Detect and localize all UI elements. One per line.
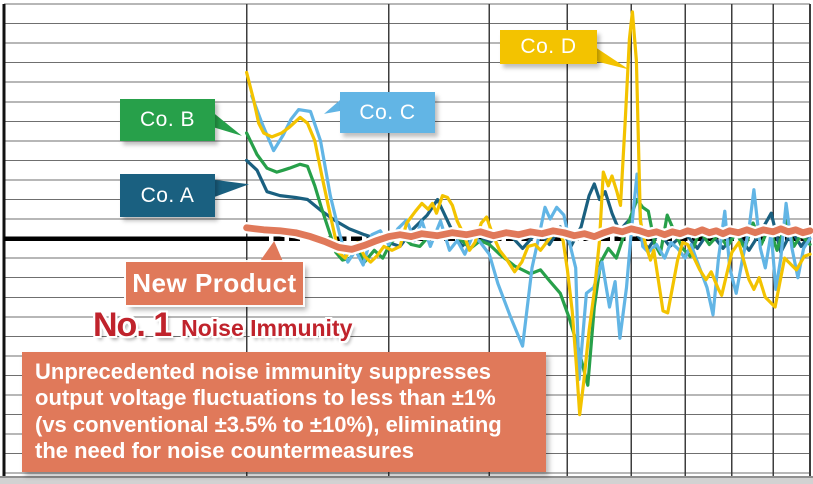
callout-co-d: Co. D xyxy=(500,30,597,64)
ranking-number: No. 1 xyxy=(93,306,172,344)
ranking-text: No. 1 Noise Immunity xyxy=(93,306,352,345)
callout-co-a: Co. A xyxy=(120,174,215,217)
callout-co-c-label: Co. C xyxy=(359,100,416,124)
callout-co-b: Co. B xyxy=(120,99,215,141)
message-box: Unprecedented noise immunity suppresses … xyxy=(22,352,546,472)
callout-new-product-label: New Product xyxy=(132,268,297,298)
ranking-category: Noise Immunity xyxy=(181,315,353,341)
callout-co-d-label: Co. D xyxy=(520,35,577,58)
callout-co-c: Co. C xyxy=(340,92,435,133)
callout-co-a-label: Co. A xyxy=(140,183,195,207)
callout-co-b-label: Co. B xyxy=(139,108,196,131)
callout-new-product: New Product xyxy=(126,262,303,305)
